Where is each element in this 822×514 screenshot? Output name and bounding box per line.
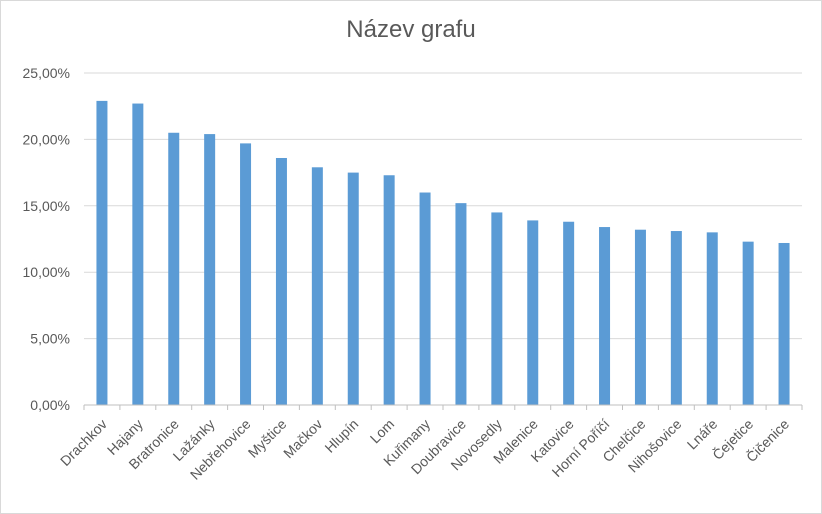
bar-6 — [275, 157, 287, 405]
y-tick-label: 10,00% — [23, 264, 70, 280]
bar-10 — [419, 192, 431, 405]
y-axis-tick-labels: 0,00% 5,00% 10,00% 15,00% 20,00% 25,00% — [23, 65, 70, 413]
x-axis — [83, 404, 803, 410]
x-category-label: Mačkov — [280, 416, 325, 461]
bar-13 — [527, 220, 539, 405]
bar-17 — [670, 231, 682, 405]
bar-9 — [383, 175, 395, 405]
bar-19 — [742, 241, 754, 405]
y-tick-label: 5,00% — [30, 331, 70, 347]
bar-11 — [455, 203, 467, 405]
bar-1 — [96, 100, 108, 405]
bars — [96, 100, 790, 405]
bar-2 — [132, 103, 144, 405]
gridlines — [84, 72, 802, 340]
bar-20 — [778, 242, 790, 405]
x-category-label: Hlupín — [321, 416, 361, 456]
bar-4 — [204, 134, 216, 405]
bar-3 — [168, 132, 180, 405]
y-tick-label: 25,00% — [23, 65, 70, 81]
bar-16 — [634, 229, 646, 405]
bar-7 — [311, 167, 323, 405]
bar-14 — [563, 221, 575, 405]
bar-12 — [491, 212, 503, 405]
y-tick-label: 15,00% — [23, 198, 70, 214]
y-tick-label: 20,00% — [23, 131, 70, 147]
x-category-label: Lom — [367, 416, 398, 447]
x-category-label: Drachkov — [57, 416, 110, 469]
bar-15 — [599, 227, 611, 405]
x-axis-category-labels: DrachkovHajanyBratroniceLažánkyNebřehovi… — [57, 416, 792, 483]
bar-18 — [706, 232, 718, 405]
y-tick-label: 0,00% — [30, 397, 70, 413]
chart-title: Název grafu — [346, 16, 476, 43]
bar-8 — [347, 172, 359, 405]
bar-5 — [240, 143, 252, 405]
